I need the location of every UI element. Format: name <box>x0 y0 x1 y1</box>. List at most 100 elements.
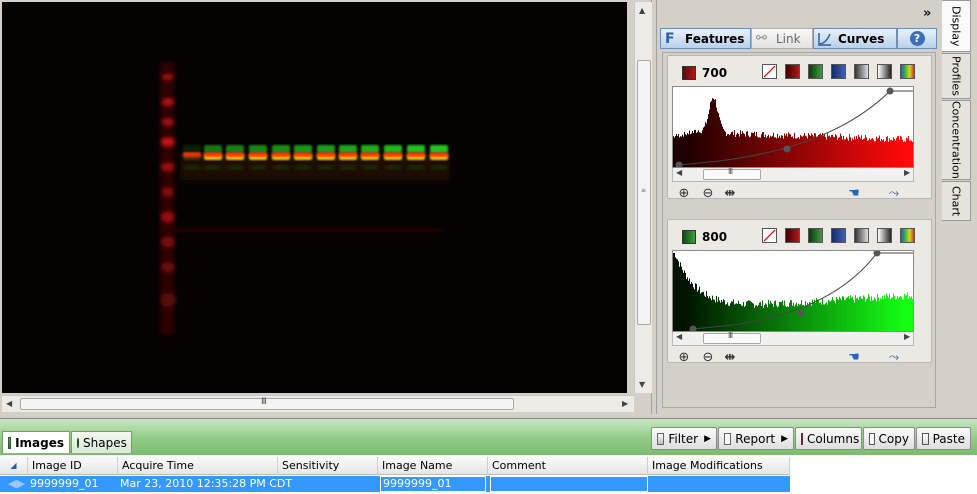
cell-comment[interactable] <box>490 476 648 492</box>
western-blot-image[interactable] <box>2 2 627 393</box>
help-button[interactable]: ? <box>897 28 937 49</box>
curve-control-point[interactable] <box>675 161 683 169</box>
curve-line[interactable] <box>692 252 914 330</box>
sample-band <box>339 145 357 170</box>
ladder-lane <box>160 62 176 334</box>
column-header-comment[interactable]: Comment <box>488 457 648 475</box>
tab-images-label: Images <box>15 435 64 450</box>
help-icon: ? <box>909 31 925 46</box>
cell-image-id: 9999999_01 <box>30 477 99 490</box>
gray-icon[interactable] <box>854 228 869 243</box>
table-row[interactable]: ◀▶ 9999999_01 Mar 23, 2010 12:35:28 PM C… <box>0 476 790 492</box>
default-curve-icon[interactable]: ⤳ <box>888 186 900 201</box>
auto-adjust-icon[interactable]: ☚ <box>848 350 860 365</box>
column-header-image-id[interactable]: Image ID <box>28 457 118 475</box>
row-selected-icon: ◀▶ <box>8 477 25 490</box>
tab-concentration[interactable]: Concentration <box>942 100 971 180</box>
link-button[interactable]: ⚯ Link <box>751 28 813 49</box>
tab-chart[interactable]: Chart <box>942 181 971 221</box>
channel-800-label: 800 <box>702 230 728 244</box>
curve-control-point[interactable] <box>783 145 791 153</box>
blue-icon[interactable] <box>831 64 846 79</box>
report-button[interactable]: Report ▶ <box>718 427 794 450</box>
tab-shapes-label: Shapes <box>83 435 127 450</box>
features-button[interactable]: F Features <box>660 28 751 49</box>
sample-band <box>361 145 379 170</box>
column-header-image-name[interactable]: Image Name <box>378 457 488 475</box>
scroll-left-icon[interactable]: ◀ <box>676 168 683 177</box>
channel-800-swatch[interactable] <box>682 230 696 244</box>
horizontal-scrollbar[interactable]: ◀ III ▶ <box>2 395 634 412</box>
copy-button[interactable]: Copy <box>863 427 915 450</box>
histogram-scroll-thumb[interactable]: III <box>703 167 761 180</box>
shapes-icon <box>77 437 79 448</box>
zoom-in-icon[interactable]: ⊕ <box>678 186 690 201</box>
auto-adjust-icon[interactable]: ☚ <box>848 186 860 201</box>
dark-red-icon[interactable] <box>785 64 800 79</box>
paste-button[interactable]: Paste <box>916 427 971 450</box>
tab-images[interactable]: Images <box>2 431 70 453</box>
scroll-down-icon[interactable]: ▼ <box>639 380 646 389</box>
scroll-left-icon[interactable]: ◀ <box>6 399 13 408</box>
filter-icon <box>657 432 665 445</box>
tab-profiles[interactable]: Profiles <box>942 53 971 99</box>
copy-icon <box>869 432 875 445</box>
scroll-right-icon[interactable]: ▶ <box>622 399 629 408</box>
green-icon[interactable] <box>808 64 823 79</box>
column-header-acquire-time[interactable]: Acquire Time <box>118 457 278 475</box>
zoom-out-icon[interactable]: ⊖ <box>702 350 714 365</box>
horizontal-scroll-thumb[interactable]: III <box>20 397 514 410</box>
cell-image-name[interactable]: 9999999_01 <box>380 476 486 492</box>
columns-button[interactable]: Columns <box>795 427 862 450</box>
rainbow-icon[interactable] <box>900 228 915 243</box>
channel-700-histogram[interactable] <box>672 86 914 168</box>
grayscale-icon[interactable] <box>877 228 892 243</box>
tab-display[interactable]: Display <box>942 0 971 52</box>
scroll-right-icon[interactable]: ▶ <box>904 332 911 341</box>
dark-red-icon[interactable] <box>785 228 800 243</box>
column-header-sensitivity[interactable]: Sensitivity <box>278 457 378 475</box>
sample-band <box>407 145 425 170</box>
fit-range-icon[interactable]: ⇹ <box>724 186 736 201</box>
tab-shapes[interactable]: Shapes <box>71 431 132 453</box>
channel-700-swatch[interactable] <box>682 66 696 80</box>
channel-800-histogram[interactable] <box>672 250 914 332</box>
curve-control-point[interactable] <box>886 87 894 95</box>
vertical-scrollbar[interactable]: ▲ ≡ ▼ <box>634 2 652 393</box>
curve-control-point[interactable] <box>689 325 697 333</box>
vertical-scroll-thumb[interactable]: ≡ <box>637 60 651 325</box>
rainbow-icon[interactable] <box>900 64 915 79</box>
curve-line[interactable] <box>678 90 914 166</box>
collapse-panel-icon[interactable]: » <box>923 6 932 21</box>
curves-icon <box>818 32 832 46</box>
zoom-out-icon[interactable]: ⊖ <box>702 186 714 201</box>
none-icon[interactable] <box>762 64 777 79</box>
channel-700-histogram-scrollbar[interactable]: ◀ III ▶ <box>672 167 914 182</box>
gray-icon[interactable] <box>854 64 869 79</box>
none-icon[interactable] <box>762 228 777 243</box>
chevron-right-icon: ▶ <box>704 433 711 444</box>
fit-range-icon[interactable]: ⇹ <box>724 350 736 365</box>
tab-display-label: Display <box>949 5 963 47</box>
link-label: Link <box>776 31 801 46</box>
scroll-right-icon[interactable]: ▶ <box>904 168 911 177</box>
scroll-left-icon[interactable]: ◀ <box>676 332 683 341</box>
grayscale-icon[interactable] <box>877 64 892 79</box>
default-curve-icon[interactable]: ⤳ <box>888 350 900 365</box>
tab-concentration-label: Concentration <box>949 101 963 179</box>
paste-label: Paste <box>932 431 965 446</box>
filter-button[interactable]: Filter ▶ <box>651 427 717 450</box>
sort-indicator-icon[interactable]: ◢ <box>0 457 28 475</box>
histogram-scroll-thumb[interactable]: III <box>703 331 761 344</box>
curve-control-point[interactable] <box>873 251 881 257</box>
green-icon[interactable] <box>808 228 823 243</box>
curve-control-point[interactable] <box>797 309 805 317</box>
chevron-right-icon: ▶ <box>781 433 788 444</box>
curves-button[interactable]: Curves <box>813 28 897 49</box>
scroll-up-icon[interactable]: ▲ <box>639 6 646 15</box>
channel-800-histogram-scrollbar[interactable]: ◀ III ▶ <box>672 331 914 346</box>
zoom-in-icon[interactable]: ⊕ <box>678 350 690 365</box>
column-header-image-modifications[interactable]: Image Modifications <box>648 457 790 475</box>
paste-icon <box>922 432 929 445</box>
blue-icon[interactable] <box>831 228 846 243</box>
